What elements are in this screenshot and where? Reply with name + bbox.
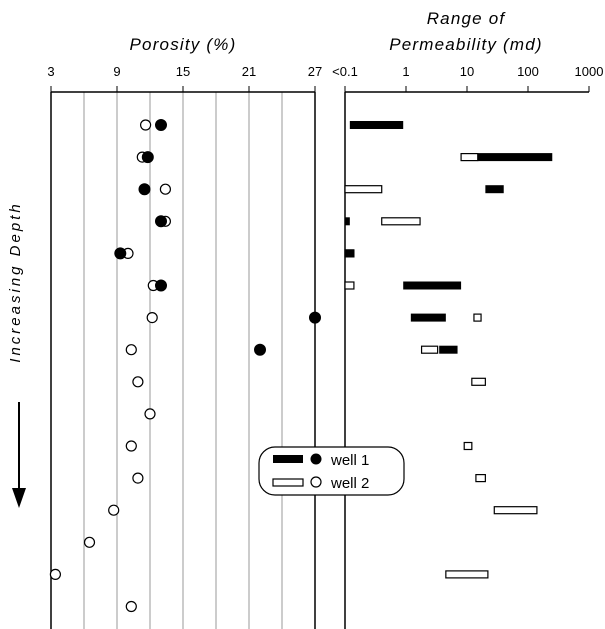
permeability-panel: Range of Permeability (md) <0.1 1 10 100 100… bbox=[332, 9, 603, 629]
porosity-point-well-2 bbox=[132, 376, 144, 388]
permeability-tick-label: <0.1 bbox=[332, 64, 358, 79]
permeability-bar-well-2 bbox=[420, 345, 439, 354]
porosity-tick-labels: 3 9 15 21 27 bbox=[47, 64, 322, 92]
porosity-panel: Porosity (%) 3 9 15 21 27 bbox=[47, 35, 322, 629]
permeability-bar-well-2 bbox=[460, 153, 479, 162]
permeability-bar-well-1 bbox=[345, 249, 354, 258]
permeability-bar-well-1 bbox=[349, 121, 404, 129]
permeability-title-line-1: Range of bbox=[427, 9, 507, 28]
porosity-point-well-2 bbox=[49, 568, 62, 581]
permeability-bar-well-2 bbox=[344, 185, 383, 194]
permeability-bar-well-1 bbox=[439, 345, 458, 354]
permeability-tick-labels: <0.1 1 10 100 1000 bbox=[332, 64, 603, 92]
porosity-points bbox=[49, 119, 321, 613]
porosity-point-well-2 bbox=[125, 600, 137, 613]
legend-well-1-label: well 1 bbox=[330, 452, 369, 469]
legend: well 1 well 2 bbox=[258, 446, 405, 496]
permeability-bar-well-2 bbox=[471, 377, 486, 386]
legend-well-2-bar bbox=[272, 478, 304, 487]
porosity-point-well-1 bbox=[309, 311, 321, 324]
porosity-point-well-2 bbox=[125, 440, 137, 452]
porosity-tick-label: 27 bbox=[308, 64, 322, 79]
porosity-point-well-2 bbox=[140, 119, 152, 131]
permeability-bar-well-2 bbox=[493, 506, 538, 515]
porosity-tick-label: 3 bbox=[47, 64, 54, 79]
porosity-point-well-1 bbox=[155, 215, 167, 228]
porosity-point-well-1 bbox=[114, 247, 127, 260]
porosity-point-well-2 bbox=[146, 312, 158, 324]
porosity-point-well-1 bbox=[138, 183, 151, 196]
porosity-point-well-2 bbox=[144, 408, 156, 420]
porosity-point-well-1 bbox=[155, 279, 167, 292]
porosity-tick-label: 15 bbox=[176, 64, 190, 79]
porosity-title: Porosity (%) bbox=[130, 35, 237, 54]
depth-indicator: Increasing Depth bbox=[7, 201, 26, 508]
porosity-point-well-2 bbox=[108, 504, 120, 516]
permeability-bars bbox=[344, 121, 553, 579]
permeability-bar-well-1 bbox=[410, 313, 446, 322]
porosity-tick-label: 9 bbox=[113, 64, 120, 79]
porosity-gridlines bbox=[83, 92, 283, 629]
permeability-bar-well-2 bbox=[463, 441, 473, 451]
permeability-bar-well-1 bbox=[345, 217, 350, 226]
permeability-bar-well-2 bbox=[473, 313, 482, 322]
porosity-point-well-1 bbox=[141, 151, 154, 164]
permeability-bar-well-1 bbox=[485, 185, 504, 194]
permeability-axes bbox=[344, 91, 589, 629]
legend-well-2-marker bbox=[310, 476, 322, 488]
permeability-bar-well-2 bbox=[475, 474, 486, 483]
permeability-tick-label: 10 bbox=[460, 64, 474, 79]
depth-arrow-head-icon bbox=[12, 488, 26, 508]
permeability-bar-well-1 bbox=[403, 281, 462, 290]
legend-well-1-marker bbox=[310, 453, 322, 465]
permeability-tick-label: 1 bbox=[402, 64, 409, 79]
permeability-title-line-2: Permeability (md) bbox=[389, 35, 543, 54]
porosity-point-well-2 bbox=[83, 536, 96, 548]
porosity-point-well-2 bbox=[132, 472, 144, 484]
permeability-bar-well-2 bbox=[381, 217, 421, 226]
porosity-point-well-1 bbox=[254, 343, 266, 356]
permeability-bar-well-2 bbox=[344, 281, 355, 290]
permeability-bar-well-2 bbox=[445, 570, 489, 579]
porosity-point-well-2 bbox=[125, 344, 137, 356]
porosity-tick-label: 21 bbox=[242, 64, 256, 79]
depth-label: Increasing Depth bbox=[7, 201, 24, 362]
porosity-point-well-2 bbox=[159, 183, 171, 195]
permeability-tick-label: 1000 bbox=[575, 64, 604, 79]
legend-well-2-label: well 2 bbox=[330, 475, 369, 492]
porosity-point-well-1 bbox=[155, 119, 167, 131]
porosity-axes bbox=[50, 91, 316, 629]
permeability-tick-label: 100 bbox=[517, 64, 539, 79]
permeability-bar-well-1 bbox=[477, 153, 553, 162]
legend-well-1-bar bbox=[273, 455, 303, 463]
